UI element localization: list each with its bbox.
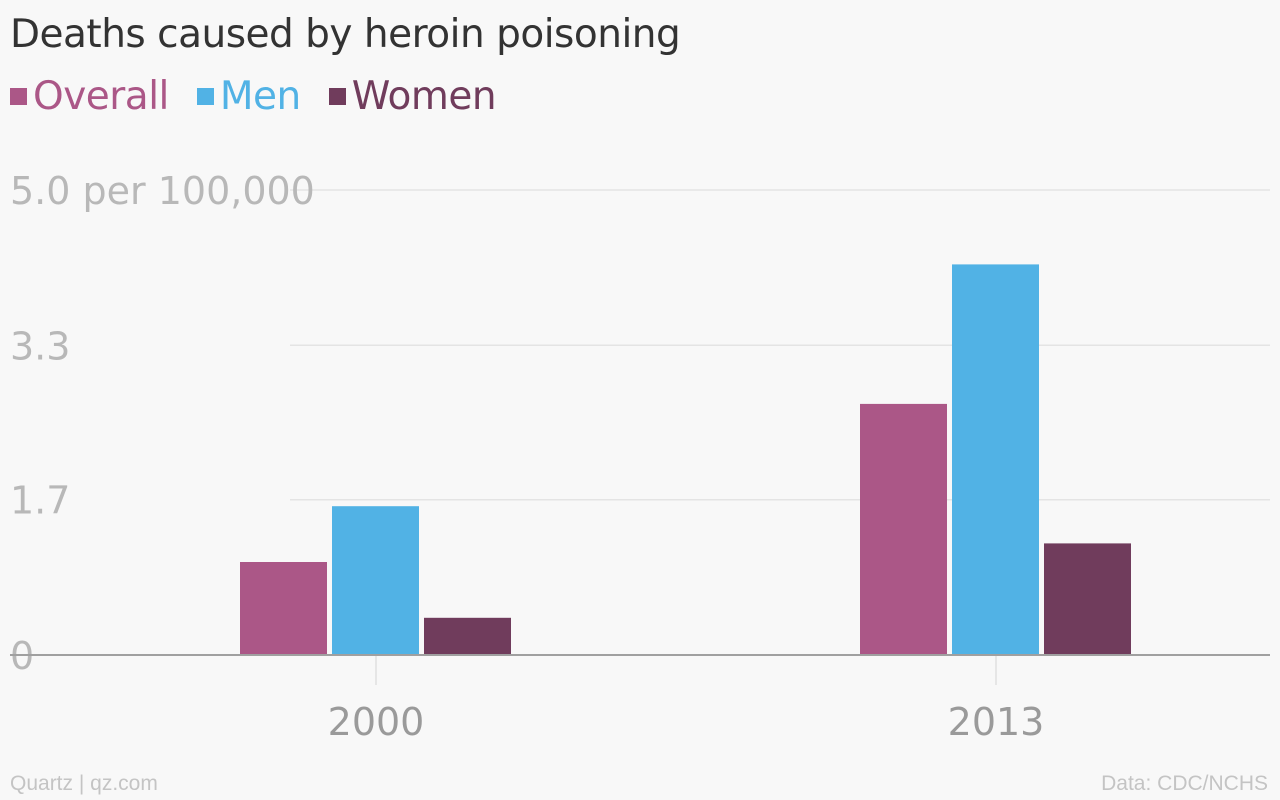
legend-item-men: Men xyxy=(196,74,301,119)
legend: Overall Men Women xyxy=(10,74,524,119)
bar-overall-2013 xyxy=(860,403,947,655)
legend-item-overall: Overall xyxy=(10,74,169,119)
bar-women-2000 xyxy=(424,617,511,655)
x-tick-label: 2013 xyxy=(948,700,1045,744)
legend-swatch-overall xyxy=(10,88,27,105)
footer-credit: Quartz | qz.com xyxy=(10,772,158,795)
legend-swatch-men xyxy=(196,88,214,105)
y-tick-label: 3.3 xyxy=(10,324,70,368)
legend-label-men: Men xyxy=(219,74,301,119)
y-tick-label: 1.7 xyxy=(10,479,70,523)
legend-label-overall: Overall xyxy=(33,74,169,119)
bar-men-2000 xyxy=(332,506,419,655)
bar-women-2013 xyxy=(1044,543,1131,655)
chart-title: Deaths caused by heroin poisoning xyxy=(10,12,681,57)
legend-item-women: Women xyxy=(328,74,497,119)
legend-label-women: Women xyxy=(351,74,497,119)
bar-men-2013 xyxy=(952,264,1039,655)
y-tick-label: 5.0 per 100,000 xyxy=(10,169,315,213)
x-tick-label: 2000 xyxy=(328,700,425,744)
legend-swatch-women xyxy=(328,88,346,105)
bar-overall-2000 xyxy=(240,562,327,655)
footer-source: Data: CDC/NCHS xyxy=(1101,772,1268,795)
